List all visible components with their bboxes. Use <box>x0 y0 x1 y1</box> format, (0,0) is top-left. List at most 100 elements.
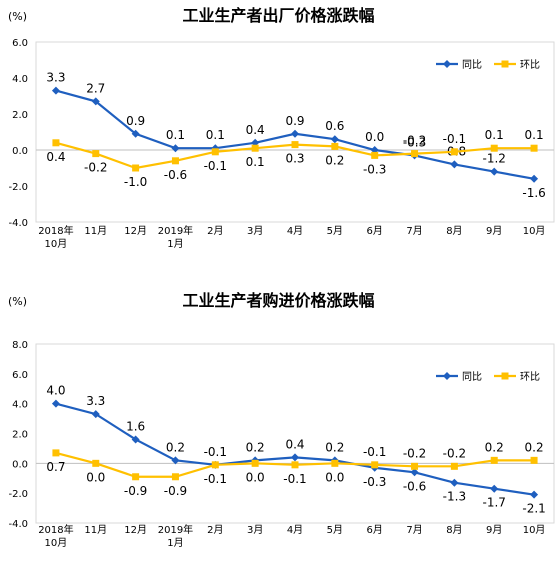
y-tick-label: 6.0 <box>12 38 28 49</box>
data-label: 0.2 <box>485 440 504 454</box>
x-tick-label: 2月 <box>207 524 223 536</box>
data-label: -0.2 <box>403 446 426 460</box>
data-label: 0.6 <box>325 119 344 133</box>
y-tick-label: 2.0 <box>12 110 28 121</box>
data-point-yoy <box>171 456 180 465</box>
data-point-yoy <box>131 129 140 138</box>
data-point-mom <box>291 461 299 469</box>
chart-panel-ppi-output: 工业生产者出厂价格涨跌幅 (%) 6.0 4.0 2.0 0.0 -2.0 -4.0 201… <box>0 0 557 275</box>
data-label: 0.2 <box>325 153 344 167</box>
data-label: 0.1 <box>246 155 265 169</box>
data-point-yoy <box>450 160 459 169</box>
plot-area <box>35 343 555 524</box>
data-point-mom <box>490 144 498 152</box>
x-tick-label: 10月 <box>45 238 68 250</box>
data-point-mom <box>251 144 259 152</box>
plot-area <box>35 41 555 223</box>
data-label: -0.6 <box>164 168 187 182</box>
legend-marker <box>501 60 509 68</box>
data-point-mom <box>171 157 179 165</box>
data-label: 0.1 <box>485 128 504 142</box>
y-tick-label: 4.0 <box>12 74 28 85</box>
data-label: 3.3 <box>86 394 105 408</box>
data-label: -0.3 <box>363 475 386 489</box>
x-tick-label: 9月 <box>486 524 502 536</box>
data-label: 0.0 <box>365 130 384 144</box>
chart-panel-ppi-purchase: 工业生产者购进价格涨跌幅 (%) 8.0 6.0 4.0 2.0 0.0 -2.0 -4.0… <box>0 285 557 561</box>
legend-marker <box>443 60 451 68</box>
data-point-mom <box>450 462 458 470</box>
y-tick-label: 4.0 <box>12 400 28 411</box>
data-label: 0.9 <box>126 114 145 128</box>
data-point-yoy <box>51 399 60 408</box>
data-point-yoy <box>410 468 419 477</box>
data-label: -0.6 <box>403 479 426 493</box>
x-tick-label: 6月 <box>367 225 383 237</box>
data-label: 2.7 <box>86 81 105 95</box>
x-tick-label: 2018年 <box>38 523 73 536</box>
legend-label: 环比 <box>520 59 540 71</box>
data-label: -0.1 <box>204 472 227 486</box>
x-tick-label: 11月 <box>84 225 107 237</box>
data-label: -0.2 <box>443 446 466 460</box>
x-tick-label: 3月 <box>247 524 263 536</box>
data-label: -1.6 <box>522 186 545 200</box>
x-tick-label: 6月 <box>367 524 383 536</box>
data-point-mom <box>331 142 339 150</box>
data-label: -0.3 <box>403 135 426 149</box>
data-point-yoy <box>530 490 539 499</box>
x-tick-label: 5月 <box>327 225 343 237</box>
data-point-mom <box>331 459 339 467</box>
x-tick-label: 10月 <box>523 225 546 237</box>
x-tick-label: 10月 <box>45 537 68 549</box>
data-label: 0.4 <box>246 123 265 137</box>
data-label: 4.0 <box>46 384 65 398</box>
x-tick-label: 9月 <box>486 225 502 237</box>
data-point-mom <box>52 139 60 147</box>
legend-marker <box>501 372 509 380</box>
data-label: -0.9 <box>164 484 187 498</box>
y-tick-label: 0.0 <box>12 459 28 470</box>
data-point-yoy <box>91 410 100 419</box>
y-tick-label: 0.0 <box>12 146 28 157</box>
data-point-mom <box>411 462 419 470</box>
y-axis-unit: (%) <box>8 295 28 308</box>
x-tick-label: 5月 <box>327 524 343 536</box>
data-label: 0.7 <box>46 460 65 474</box>
x-tick-label: 12月 <box>124 225 147 237</box>
y-tick-label: -2.0 <box>8 489 28 500</box>
data-label: -1.0 <box>124 175 147 189</box>
data-label: -2.1 <box>522 502 545 516</box>
chart-title: 工业生产者出厂价格涨跌幅 <box>182 6 375 25</box>
data-label: 0.4 <box>285 437 304 451</box>
x-tick-label: 3月 <box>247 225 263 237</box>
legend-label: 环比 <box>520 371 540 383</box>
data-label: 0.1 <box>525 128 544 142</box>
data-point-yoy <box>291 129 299 138</box>
data-label: 0.0 <box>246 470 265 484</box>
data-label: -0.9 <box>124 484 147 498</box>
x-tick-label: 8月 <box>446 524 462 536</box>
data-point-mom <box>211 148 219 156</box>
data-label: 0.2 <box>246 440 265 454</box>
data-point-mom <box>52 449 60 457</box>
data-point-mom <box>530 456 538 464</box>
legend-label: 同比 <box>462 59 482 71</box>
x-tick-label: 2019年 <box>158 224 193 237</box>
data-label: -0.2 <box>403 134 426 148</box>
data-label: 0.1 <box>206 128 225 142</box>
x-tick-label: 1月 <box>167 238 183 250</box>
legend-label: 同比 <box>462 371 482 383</box>
data-label: 0.0 <box>325 470 344 484</box>
x-tick-label: 4月 <box>287 225 303 237</box>
data-point-yoy <box>530 174 539 183</box>
y-tick-label: 8.0 <box>12 340 28 351</box>
data-point-mom <box>132 164 140 172</box>
x-tick-label: 2019年 <box>158 523 193 536</box>
data-point-mom <box>490 456 498 464</box>
data-point-mom <box>291 141 299 149</box>
data-label: 0.2 <box>325 440 344 454</box>
y-tick-label: -2.0 <box>8 182 28 193</box>
data-label: -0.1 <box>204 159 227 173</box>
